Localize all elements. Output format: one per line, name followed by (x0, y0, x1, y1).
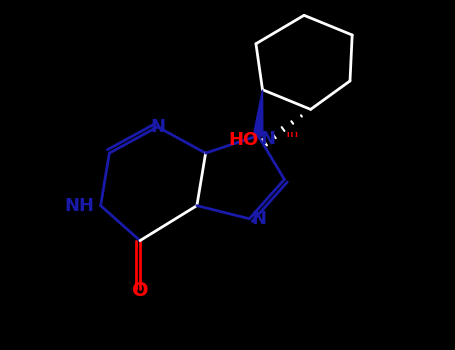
Polygon shape (253, 90, 263, 136)
Text: NH: NH (64, 197, 94, 215)
Text: HO: HO (228, 131, 258, 149)
Text: O: O (131, 281, 148, 300)
Text: N: N (150, 118, 165, 136)
Text: ''': ''' (285, 131, 299, 149)
Text: N: N (252, 210, 267, 228)
Text: N: N (260, 130, 275, 148)
